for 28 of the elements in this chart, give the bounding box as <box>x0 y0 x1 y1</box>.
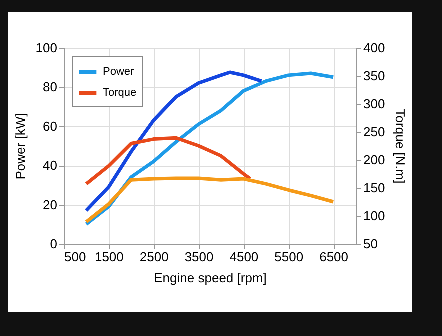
x-tick-label: 6500 <box>320 250 348 264</box>
y2-tick-label: 400 <box>364 40 386 56</box>
y-tick-label: 20 <box>43 197 58 212</box>
y-axis-title: Power [kW] <box>12 113 28 180</box>
y2-tick-label: 200 <box>364 152 386 168</box>
x-tick-label: 3500 <box>184 250 214 264</box>
line-series <box>84 136 252 186</box>
y-tick-label: 0 <box>50 236 58 252</box>
line-series <box>84 176 336 224</box>
y2-tick-label: 50 <box>364 236 378 252</box>
y2-tick-label: 100 <box>364 208 386 224</box>
x-axis-title: Engine speed [rpm] <box>154 270 267 286</box>
legend-label: Power <box>103 66 135 78</box>
y2-axis-title: Torque [N.m] <box>393 109 408 184</box>
legend-label: Torque <box>103 87 137 99</box>
y-tick-label: 80 <box>43 80 58 95</box>
y2-tick-label: 300 <box>364 96 386 112</box>
y-tick-label: 60 <box>43 118 58 134</box>
y-tick-label: 40 <box>43 158 58 174</box>
y2-tick-label: 150 <box>364 180 386 196</box>
y2-tick-label: 250 <box>364 124 386 140</box>
y-tick-label: 100 <box>36 40 58 56</box>
x-tick-label: 5500 <box>274 250 304 264</box>
x-tick-label: 500 <box>64 250 86 264</box>
x-tick-label: 1500 <box>94 250 124 264</box>
y2-tick-label: 350 <box>364 68 386 84</box>
x-tick-label: 4500 <box>230 250 259 264</box>
x-tick-label: 2500 <box>140 250 169 264</box>
